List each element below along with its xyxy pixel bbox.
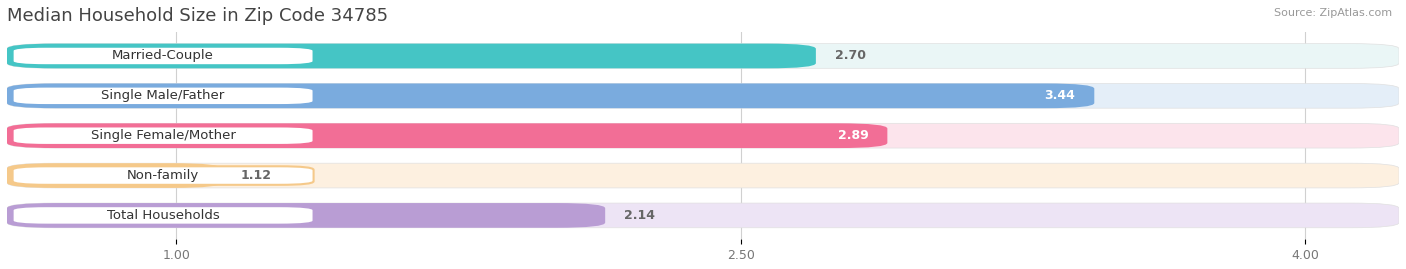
- Text: Single Male/Father: Single Male/Father: [101, 89, 225, 102]
- Text: 2.14: 2.14: [624, 209, 655, 222]
- Text: Single Female/Mother: Single Female/Mother: [90, 129, 236, 142]
- Text: 2.70: 2.70: [835, 49, 866, 62]
- FancyBboxPatch shape: [7, 203, 1399, 228]
- FancyBboxPatch shape: [13, 126, 314, 145]
- FancyBboxPatch shape: [13, 87, 314, 105]
- FancyBboxPatch shape: [7, 123, 887, 148]
- Text: 2.89: 2.89: [838, 129, 869, 142]
- FancyBboxPatch shape: [7, 44, 1399, 68]
- FancyBboxPatch shape: [7, 123, 1399, 148]
- FancyBboxPatch shape: [7, 163, 1399, 188]
- FancyBboxPatch shape: [13, 166, 314, 185]
- Text: Total Households: Total Households: [107, 209, 219, 222]
- FancyBboxPatch shape: [13, 47, 314, 65]
- Text: Married-Couple: Married-Couple: [112, 49, 214, 62]
- Text: Non-family: Non-family: [127, 169, 200, 182]
- Text: Median Household Size in Zip Code 34785: Median Household Size in Zip Code 34785: [7, 7, 388, 25]
- FancyBboxPatch shape: [7, 83, 1399, 108]
- Text: Source: ZipAtlas.com: Source: ZipAtlas.com: [1274, 8, 1392, 18]
- Text: 3.44: 3.44: [1045, 89, 1076, 102]
- FancyBboxPatch shape: [7, 83, 1094, 108]
- FancyBboxPatch shape: [7, 203, 605, 228]
- Text: 1.12: 1.12: [240, 169, 271, 182]
- FancyBboxPatch shape: [13, 206, 314, 225]
- FancyBboxPatch shape: [7, 163, 221, 188]
- FancyBboxPatch shape: [7, 44, 815, 68]
